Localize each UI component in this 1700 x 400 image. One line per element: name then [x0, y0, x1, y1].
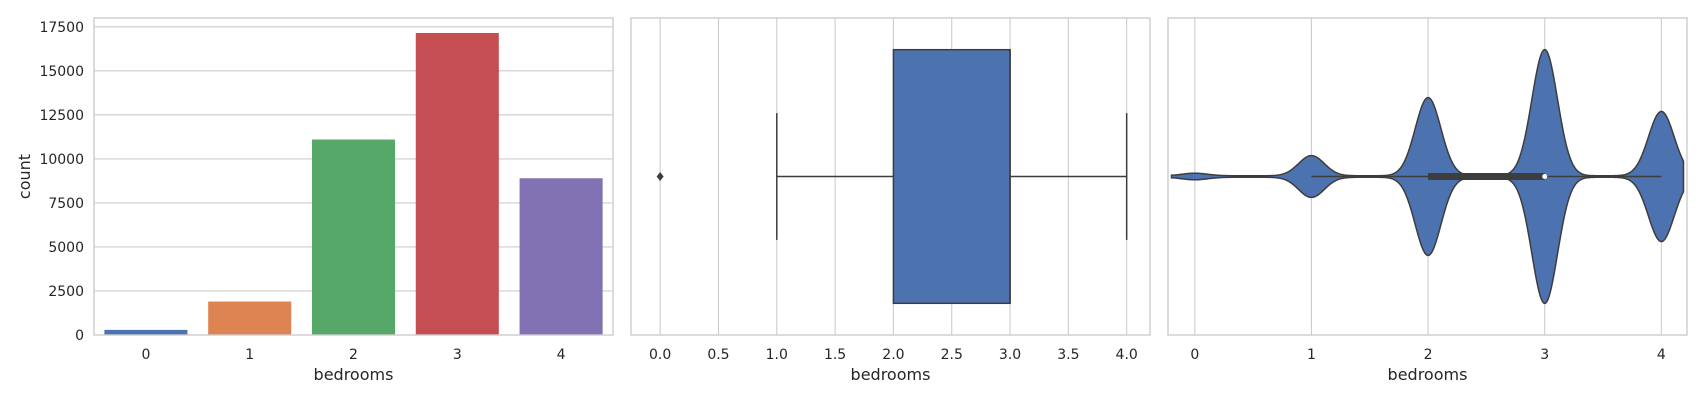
box-plot-x-tick-2: 1.0	[766, 347, 788, 363]
bar-chart-y-tick-4: 10000	[39, 152, 84, 168]
bar-chart-x-tick-3: 3	[453, 347, 462, 363]
bar-4	[519, 178, 603, 335]
bar-chart-y-tick-2: 5000	[48, 240, 84, 256]
bar-chart-x-tick-4: 4	[557, 347, 566, 363]
bar-chart-y-tick-6: 15000	[39, 64, 84, 80]
bar-chart-x-tick-1: 1	[245, 347, 254, 363]
bar-chart-y-tick-3: 7500	[48, 196, 84, 212]
box-plot-x-tick-3: 1.5	[824, 347, 846, 363]
bar-chart-y-tick-5: 12500	[39, 108, 84, 124]
box-plot-x-tick-labels: 0.0 0.5 1.0 1.5 2.0 2.5 3.0 3.5 4.0	[649, 347, 1138, 363]
box-plot-frame	[630, 17, 1151, 336]
bar-1	[208, 301, 292, 335]
box-plot-x-tick-1: 0.5	[707, 347, 729, 363]
violin-plot-x-tick-1: 1	[1307, 347, 1316, 363]
violin-plot-x-tick-labels: 0 1 2 3 4	[1190, 347, 1666, 363]
box-plot-x-tick-5: 2.5	[941, 347, 963, 363]
bar-chart-x-tick-0: 0	[141, 347, 150, 363]
bar-chart-y-tick-labels: 0 2500 5000 7500 10000 12500 15000 17500	[39, 20, 84, 344]
bar-2	[311, 139, 396, 335]
bar-0	[104, 329, 188, 335]
bar-chart-y-axis-label: count	[15, 154, 34, 199]
violin-plot-x-tick-0: 0	[1190, 347, 1199, 363]
bar-chart-x-tick-labels: 0 1 2 3 4	[141, 347, 565, 363]
violin-plot-marks	[1170, 48, 1685, 305]
box-plot-x-tick-6: 3.0	[999, 347, 1021, 363]
violin-plot-frame	[1167, 17, 1688, 336]
bar-3	[415, 32, 499, 335]
box-plot-box	[892, 48, 1011, 305]
violin-median-dot	[1542, 174, 1548, 179]
bar-chart-x-axis-label: bedrooms	[314, 365, 394, 384]
violin-plot-x-tick-3: 3	[1540, 347, 1549, 363]
bar-chart-y-tick-1: 2500	[48, 284, 84, 300]
box-plot-x-axis-label: bedrooms	[851, 365, 931, 384]
box-plot-outlier-0	[656, 172, 664, 181]
violin-plot-x-tick-4: 4	[1657, 347, 1666, 363]
violin-plot-x-tick-2: 2	[1424, 347, 1433, 363]
bar-chart-y-tick-7: 17500	[39, 20, 84, 36]
box-plot-x-tick-0: 0.0	[649, 347, 671, 363]
bar-chart-x-tick-2: 2	[349, 347, 358, 363]
violin-plot-panel: 0 1 2 3 4 bedrooms	[1167, 17, 1688, 384]
box-plot-marks	[656, 48, 1128, 305]
bar-chart-frame	[93, 17, 614, 336]
violin-iqr-box	[1428, 173, 1545, 180]
box-plot-x-tick-8: 4.0	[1116, 347, 1138, 363]
bar-chart-bars	[104, 32, 603, 335]
box-plot-panel: 0.0 0.5 1.0 1.5 2.0 2.5 3.0 3.5 4.0 bedrooms	[630, 17, 1151, 384]
violin-plot-x-axis-label: bedrooms	[1388, 365, 1468, 384]
box-plot-x-tick-4: 2.0	[882, 347, 904, 363]
bar-chart-y-tick-0: 0	[75, 328, 84, 344]
box-plot-x-tick-7: 3.5	[1057, 347, 1079, 363]
